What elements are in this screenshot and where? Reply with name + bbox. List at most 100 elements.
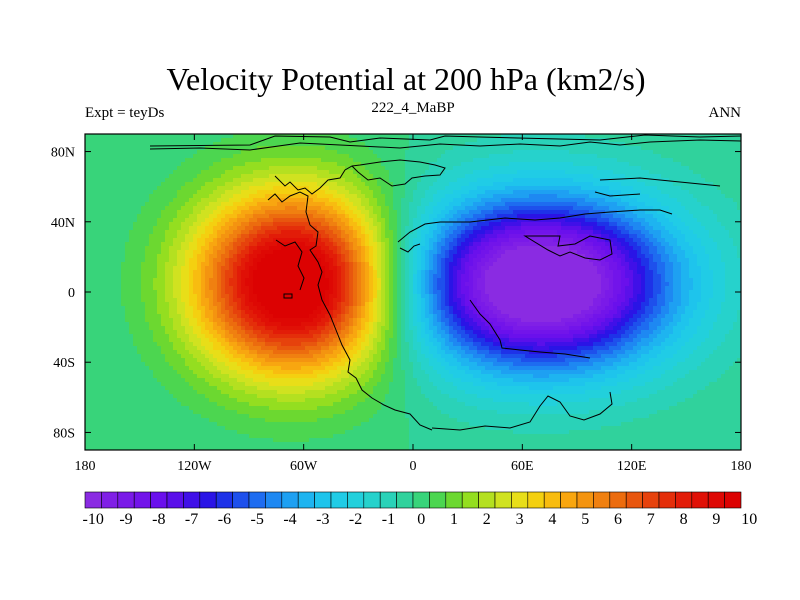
field-cell xyxy=(165,390,170,395)
field-cell xyxy=(97,366,102,371)
field-cell xyxy=(233,346,238,351)
field-cell xyxy=(133,394,138,399)
field-cell xyxy=(101,322,106,327)
field-cell xyxy=(157,154,162,159)
field-cell xyxy=(225,226,230,231)
field-cell xyxy=(145,314,150,319)
field-cell xyxy=(289,402,294,407)
field-cell xyxy=(101,242,106,247)
field-cell xyxy=(297,282,302,287)
field-cell xyxy=(117,282,122,287)
field-cell xyxy=(217,302,222,307)
field-cell xyxy=(177,406,182,411)
field-cell xyxy=(277,214,282,219)
field-cell xyxy=(149,226,154,231)
field-cell xyxy=(329,434,334,439)
field-cell xyxy=(189,346,194,351)
field-cell xyxy=(313,242,318,247)
field-cell xyxy=(317,170,322,175)
field-cell xyxy=(161,178,166,183)
field-cell xyxy=(221,334,226,339)
field-cell xyxy=(317,310,322,315)
field-cell xyxy=(193,186,198,191)
field-cell xyxy=(165,354,170,359)
field-cell xyxy=(225,214,230,219)
field-cell xyxy=(321,322,326,327)
field-cell xyxy=(137,442,142,447)
field-cell xyxy=(305,150,310,155)
field-cell xyxy=(229,146,234,151)
field-cell xyxy=(149,386,154,391)
field-cell xyxy=(89,182,94,187)
field-cell xyxy=(173,214,178,219)
field-cell xyxy=(121,442,126,447)
field-cell xyxy=(269,330,274,335)
field-cell xyxy=(125,370,130,375)
field-cell xyxy=(313,446,318,450)
field-cell xyxy=(193,378,198,383)
field-cell xyxy=(133,206,138,211)
field-cell xyxy=(161,274,166,279)
field-cell xyxy=(225,190,230,195)
field-cell xyxy=(137,222,142,227)
field-cell xyxy=(113,434,118,439)
field-cell xyxy=(181,366,186,371)
field-cell xyxy=(233,290,238,295)
field-cell xyxy=(241,178,246,183)
field-cell xyxy=(289,302,294,307)
field-cell xyxy=(309,326,314,331)
field-cell xyxy=(157,246,162,251)
field-cell xyxy=(209,250,214,255)
field-cell xyxy=(285,406,290,411)
field-cell xyxy=(177,346,182,351)
field-cell xyxy=(273,210,278,215)
field-cell xyxy=(309,338,314,343)
field-cell xyxy=(137,190,142,195)
field-cell xyxy=(221,158,226,163)
field-cell xyxy=(273,282,278,287)
field-cell xyxy=(229,418,234,423)
field-cell xyxy=(241,214,246,219)
field-cell xyxy=(101,422,106,427)
field-cell xyxy=(137,138,142,143)
field-cell xyxy=(245,134,250,139)
field-cell xyxy=(257,146,262,151)
field-cell xyxy=(321,210,326,215)
field-cell xyxy=(165,306,170,311)
field-cell xyxy=(121,358,126,363)
field-cell xyxy=(329,446,334,450)
field-cell xyxy=(165,226,170,231)
field-cell xyxy=(217,226,222,231)
field-cell xyxy=(229,142,234,147)
field-cell xyxy=(93,166,98,171)
field-cell xyxy=(157,406,162,411)
field-cell xyxy=(269,402,274,407)
field-cell xyxy=(245,202,250,207)
field-cell xyxy=(305,322,310,327)
field-cell xyxy=(157,202,162,207)
field-cell xyxy=(233,202,238,207)
field-cell xyxy=(153,206,158,211)
field-cell xyxy=(293,378,298,383)
field-cell xyxy=(89,158,94,163)
field-cell xyxy=(133,254,138,259)
field-cell xyxy=(93,306,98,311)
field-cell xyxy=(261,402,266,407)
field-cell xyxy=(185,410,190,415)
field-cell xyxy=(273,198,278,203)
field-cell xyxy=(225,286,230,291)
field-cell xyxy=(161,418,166,423)
field-cell xyxy=(293,138,298,143)
field-cell xyxy=(213,170,218,175)
field-cell xyxy=(161,166,166,171)
field-cell xyxy=(173,422,178,427)
field-cell xyxy=(321,366,326,371)
field-cell xyxy=(153,290,158,295)
field-cell xyxy=(85,358,90,363)
field-cell xyxy=(185,190,190,195)
field-cell xyxy=(185,234,190,239)
field-cell xyxy=(129,362,134,367)
field-cell xyxy=(313,378,318,383)
field-cell xyxy=(185,194,190,199)
field-cell xyxy=(281,366,286,371)
